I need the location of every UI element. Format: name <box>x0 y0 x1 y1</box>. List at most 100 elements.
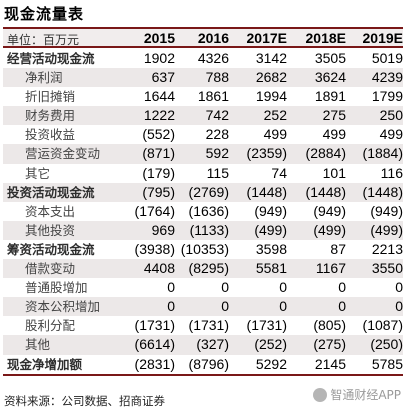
table-cell: (8295) <box>188 260 229 277</box>
row-label: 现金净增加额 <box>7 356 83 372</box>
table-cell: (275) <box>313 336 346 353</box>
table-cell: 1994 <box>255 88 287 105</box>
table-cell: (6614) <box>134 336 175 353</box>
row-label: 其他 <box>25 337 51 353</box>
table-cell: 969 <box>151 221 175 238</box>
table-cell: (2884) <box>305 145 346 162</box>
table-row: 股利分配 (1731) (1731) (1731) (805) (1087) <box>3 316 403 335</box>
table-row: 现金净增加额 (2831) (8796) 5292 2145 5785 <box>3 355 403 376</box>
row-label: 普通股增加 <box>25 280 88 296</box>
row-label: 资本支出 <box>25 203 76 219</box>
table-row: 其他 (6614) (327) (252) (275) (250) <box>3 335 403 355</box>
table-cell: (871) <box>142 145 175 162</box>
table-cell: 1167 <box>315 260 346 277</box>
table-cell: (499) <box>313 221 346 238</box>
year-header: 2017E <box>246 30 287 46</box>
table-cell: (1884) <box>362 145 403 162</box>
table-row: 投资收益 (552) 228 499 499 499 <box>3 125 403 144</box>
table-cell: 1891 <box>314 88 346 105</box>
table-cell: 2213 <box>371 240 403 257</box>
table-cell: 116 <box>380 164 403 181</box>
table-cell: 1799 <box>371 88 403 105</box>
table-cell: (3938) <box>134 240 175 257</box>
table-cell: 0 <box>279 298 287 315</box>
table-cell: (1448) <box>246 183 287 200</box>
row-label: 投资收益 <box>25 127 76 143</box>
year-header: 2019E <box>362 30 403 46</box>
table-cell: (1087) <box>362 317 403 334</box>
source-note: 资料来源：公司数据、招商证券 <box>4 394 165 408</box>
row-label: 折旧摊销 <box>25 89 76 105</box>
table-cell: 0 <box>221 298 229 315</box>
table-cell: 228 <box>205 126 229 143</box>
watermark-logo-icon <box>313 387 328 402</box>
table-row: 折旧摊销 1644 1861 1994 1891 1799 <box>3 87 403 106</box>
table-cell: 74 <box>271 164 287 181</box>
row-label: 财务费用 <box>25 108 76 124</box>
table-cell: 0 <box>395 279 403 296</box>
cashflow-table-body: 经营活动现金流 1902 4326 3142 3505 5019 净利润 637 788 2682… <box>3 49 403 376</box>
table-cell: 3505 <box>314 50 346 66</box>
table-cell: 788 <box>205 69 229 86</box>
table-row: 经营活动现金流 1902 4326 3142 3505 5019 <box>3 49 403 68</box>
table-cell: 4408 <box>143 260 175 277</box>
table-row: 财务费用 1222 742 252 275 250 <box>3 106 403 126</box>
table-cell: 3624 <box>314 69 346 86</box>
table-cell: (327) <box>196 336 229 353</box>
table-cell: 0 <box>167 298 175 315</box>
table-cell: 0 <box>395 298 403 315</box>
year-header: 2015 <box>143 30 175 46</box>
table-cell: (8796) <box>188 355 229 372</box>
table-cell: 1902 <box>143 50 175 66</box>
table-cell: 0 <box>338 298 346 315</box>
table-cell: 5581 <box>255 260 287 277</box>
table-cell: (252) <box>254 336 287 353</box>
table-row: 资本支出 (1764) (1636) (949) (949) (949) <box>3 202 403 221</box>
table-row: 其它 (179) 115 74 101 116 <box>3 164 403 183</box>
table-row: 营运资金变动 (871) 592 (2359) (2884) (1884) <box>3 144 403 164</box>
table-cell: (949) <box>370 202 403 219</box>
table-cell: (1448) <box>305 183 346 200</box>
table-cell: 0 <box>167 279 175 296</box>
table-cell: 0 <box>279 279 287 296</box>
table-row: 投资活动现金流 (795) (2769) (1448) (1448) (1448) <box>3 182 403 202</box>
table-cell: 115 <box>206 164 229 181</box>
table-cell: (2359) <box>246 145 287 162</box>
table-cell: (1731) <box>246 317 287 334</box>
row-label: 经营活动现金流 <box>7 51 95 66</box>
table-cell: 1861 <box>197 88 229 105</box>
table-cell: (1764) <box>134 202 175 219</box>
table-cell: 101 <box>322 164 346 181</box>
table-cell: 2145 <box>314 355 346 372</box>
row-label: 借款变动 <box>25 261 76 277</box>
table-cell: 499 <box>263 126 287 143</box>
table-cell: 637 <box>151 69 175 86</box>
table-cell: (10353) <box>180 240 229 257</box>
table-cell: (2769) <box>188 183 229 200</box>
table-cell: (1133) <box>189 221 229 238</box>
row-label: 筹资活动现金流 <box>7 241 95 257</box>
table-cell: (949) <box>254 202 287 219</box>
table-cell: 0 <box>338 279 346 296</box>
table-cell: (250) <box>370 336 403 353</box>
table-row: 普通股增加 0 0 0 0 0 <box>3 278 403 297</box>
table-cell: 3598 <box>255 240 287 257</box>
table-cell: 5292 <box>255 355 287 372</box>
year-header: 2016 <box>197 30 229 46</box>
table-cell: 5785 <box>371 355 403 372</box>
table-cell: 742 <box>205 107 229 124</box>
table-cell: (499) <box>370 221 403 238</box>
table-cell: 5019 <box>371 50 403 66</box>
row-label: 其他投资 <box>25 222 76 238</box>
table-cell: 4326 <box>197 50 229 66</box>
table-cell: (179) <box>142 164 175 181</box>
table-cell: 87 <box>330 240 346 257</box>
unit-label: 单位：百万元 <box>7 33 80 47</box>
table-cell: 3142 <box>255 50 287 66</box>
table-row: 资本公积增加 0 0 0 0 0 <box>3 297 403 317</box>
table-cell: 0 <box>221 279 229 296</box>
table-cell: (1731) <box>134 317 175 334</box>
table-cell: (499) <box>254 221 287 238</box>
row-label: 股利分配 <box>25 318 76 334</box>
table-cell: (2831) <box>134 355 175 372</box>
